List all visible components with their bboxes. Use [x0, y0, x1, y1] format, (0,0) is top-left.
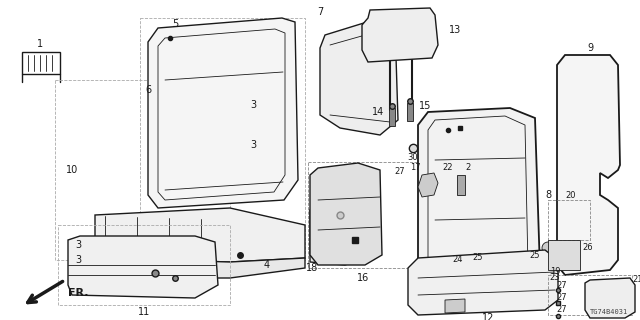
- Text: 24: 24: [452, 254, 463, 263]
- Text: TG74B4031: TG74B4031: [589, 309, 628, 315]
- Polygon shape: [585, 278, 635, 318]
- Polygon shape: [310, 205, 365, 265]
- Polygon shape: [95, 208, 305, 262]
- Text: 12: 12: [482, 313, 494, 320]
- Text: 27: 27: [557, 293, 567, 302]
- Text: 27: 27: [557, 306, 567, 315]
- Text: 11: 11: [138, 307, 150, 317]
- Text: 21: 21: [633, 276, 640, 284]
- Text: 3: 3: [250, 100, 256, 110]
- Circle shape: [473, 239, 483, 249]
- Text: 13: 13: [449, 25, 461, 35]
- Polygon shape: [445, 299, 465, 313]
- Polygon shape: [407, 103, 413, 121]
- Text: 3: 3: [250, 140, 256, 150]
- Text: 30: 30: [408, 154, 419, 163]
- Text: 9: 9: [587, 43, 593, 53]
- Text: 2: 2: [465, 164, 470, 172]
- Polygon shape: [418, 108, 540, 292]
- Text: 19: 19: [550, 267, 560, 276]
- Circle shape: [440, 175, 456, 191]
- Polygon shape: [320, 18, 398, 135]
- Circle shape: [452, 242, 464, 254]
- Text: 17: 17: [410, 164, 420, 172]
- Polygon shape: [310, 163, 382, 265]
- Polygon shape: [148, 18, 298, 208]
- Text: 25: 25: [530, 251, 540, 260]
- Text: 15: 15: [419, 101, 431, 111]
- Text: 18: 18: [306, 263, 318, 273]
- Text: 3: 3: [75, 255, 81, 265]
- Text: FR.: FR.: [68, 288, 88, 298]
- Text: 5: 5: [172, 19, 178, 29]
- Text: 23: 23: [550, 274, 560, 283]
- Polygon shape: [95, 258, 305, 278]
- Polygon shape: [418, 173, 438, 197]
- Text: 3: 3: [75, 240, 81, 250]
- Polygon shape: [362, 8, 438, 62]
- Text: 10: 10: [66, 165, 78, 175]
- Text: 25: 25: [473, 253, 483, 262]
- Polygon shape: [389, 108, 395, 126]
- Text: 22: 22: [443, 163, 453, 172]
- Text: 27: 27: [395, 167, 405, 177]
- Polygon shape: [548, 240, 580, 270]
- Text: 27: 27: [557, 281, 567, 290]
- Circle shape: [542, 242, 554, 254]
- Text: 26: 26: [582, 244, 593, 252]
- Polygon shape: [457, 175, 465, 195]
- Text: 4: 4: [264, 260, 270, 270]
- Text: 8: 8: [545, 190, 551, 200]
- Polygon shape: [408, 250, 558, 315]
- Polygon shape: [557, 55, 620, 275]
- Text: 6: 6: [145, 85, 151, 95]
- Text: 16: 16: [357, 273, 369, 283]
- Text: 1: 1: [37, 39, 43, 49]
- Text: 14: 14: [372, 107, 384, 117]
- Polygon shape: [68, 236, 218, 298]
- Text: 20: 20: [566, 190, 576, 199]
- Text: 7: 7: [317, 7, 323, 17]
